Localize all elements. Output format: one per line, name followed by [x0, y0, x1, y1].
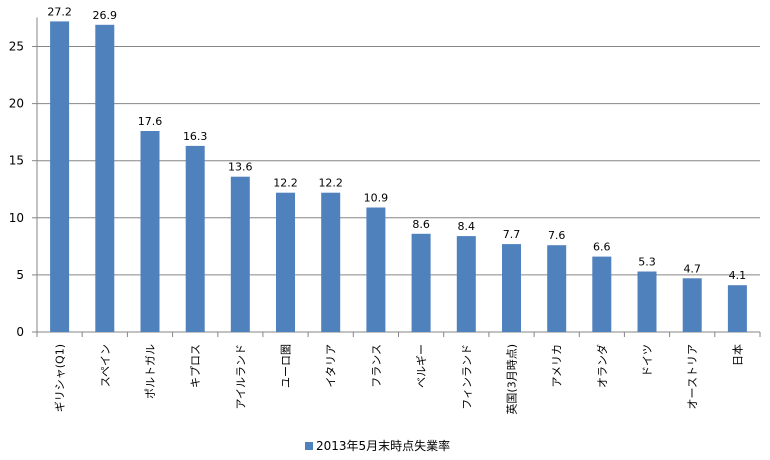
- y-tick-label: 15: [9, 154, 24, 168]
- bars: [50, 21, 747, 333]
- bar: [366, 207, 386, 332]
- data-label: 12.2: [273, 177, 298, 190]
- data-label: 17.6: [138, 115, 163, 128]
- data-label: 7.7: [503, 228, 521, 241]
- category-label: フランス: [370, 344, 383, 388]
- bar: [140, 131, 160, 332]
- category-label: アイルランド: [234, 344, 247, 409]
- bar: [682, 278, 702, 332]
- data-labels: 27.2 26.9 17.6 16.3 13.6 12.2 12.2 10.9 8.6 8.4 7.…: [47, 5, 746, 282]
- category-label: キプロス: [189, 344, 202, 388]
- bar: [230, 176, 250, 332]
- category-label: ユーロ圏: [280, 344, 293, 388]
- data-label: 16.3: [183, 130, 208, 143]
- category-label: アメリカ: [551, 344, 564, 387]
- category-label: スペイン: [99, 344, 112, 387]
- category-label: イタリア: [325, 344, 338, 388]
- data-label: 26.9: [93, 9, 118, 22]
- y-tick-label: 10: [9, 211, 24, 225]
- data-label: 13.6: [228, 161, 253, 174]
- legend: 2013年5月末時点失業率: [305, 438, 450, 453]
- data-label: 27.2: [47, 5, 72, 18]
- data-label: 8.6: [412, 218, 430, 231]
- data-label: 4.1: [729, 269, 747, 282]
- category-label: ポルトガル: [144, 344, 157, 399]
- bar: [95, 24, 115, 333]
- bar: [276, 192, 295, 332]
- bar: [727, 285, 747, 332]
- data-label: 5.3: [638, 256, 656, 269]
- data-label: 4.7: [683, 262, 701, 275]
- y-tick-label: 5: [16, 268, 24, 282]
- legend-label: 2013年5月末時点失業率: [316, 438, 450, 453]
- category-label: ギリシャ(Q1): [54, 344, 67, 412]
- bar: [50, 21, 70, 333]
- bar: [547, 245, 567, 332]
- bar: [502, 244, 521, 332]
- y-tick-label: 20: [9, 97, 24, 111]
- bar: [411, 233, 431, 332]
- category-label: 日本: [730, 344, 744, 366]
- data-label: 7.6: [548, 229, 566, 242]
- bar: [637, 271, 657, 332]
- category-label: オーストリア: [686, 344, 699, 409]
- category-label: フィンランド: [460, 344, 473, 410]
- category-label: ドイツ: [641, 344, 654, 377]
- bar: [456, 236, 476, 332]
- bar: [321, 192, 341, 332]
- data-label: 8.4: [458, 220, 476, 233]
- legend-swatch: [305, 442, 313, 450]
- data-label: 6.6: [593, 241, 611, 254]
- bar: [185, 145, 205, 332]
- category-label: オランダ: [595, 344, 609, 388]
- category-labels: ギリシャ(Q1) スペイン ポルトガル キプロス アイルランド ユーロ圏 イタリア フランス ベ…: [36, 332, 761, 415]
- category-label: ベルギー: [415, 344, 428, 388]
- data-label: 12.2: [318, 177, 343, 190]
- y-tick-label: 25: [9, 40, 24, 54]
- category-label: 英国(3月時点): [505, 344, 519, 415]
- y-tick-label: 0: [16, 325, 24, 339]
- bar: [592, 256, 612, 332]
- data-label: 10.9: [364, 192, 389, 205]
